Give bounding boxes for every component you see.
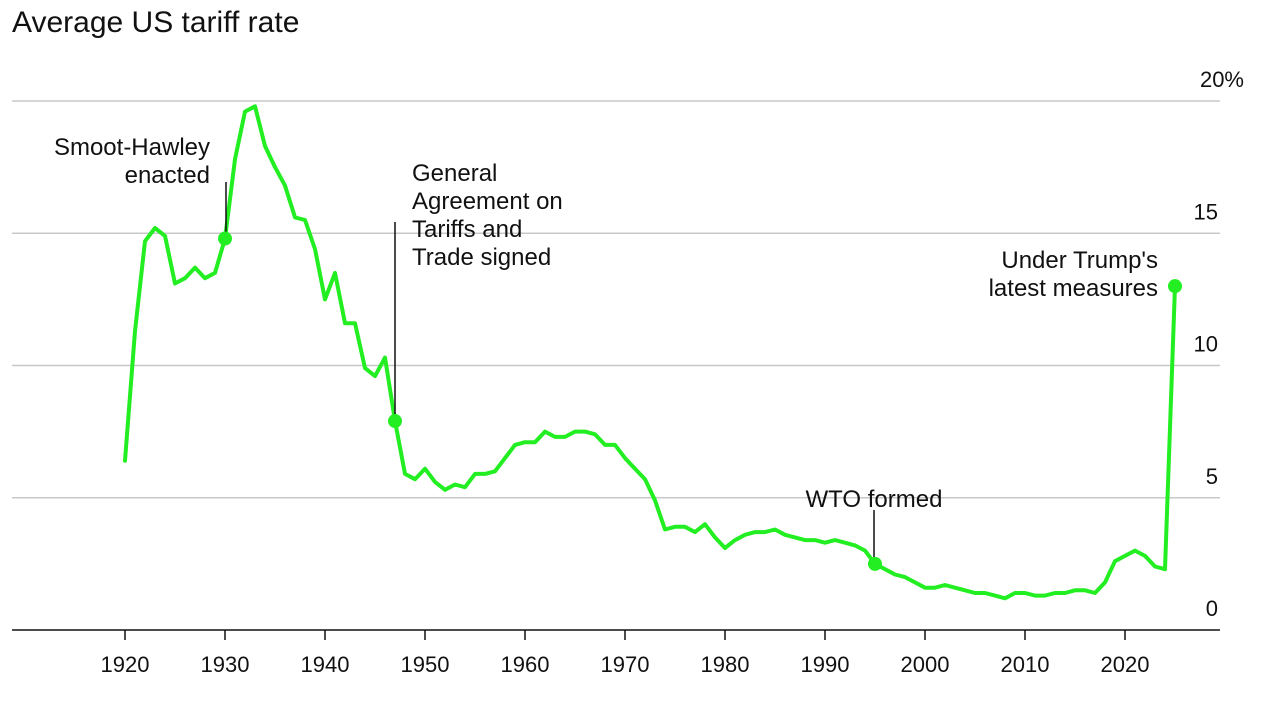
x-tick-label: 1990 [801,652,850,677]
x-tick-label: 1980 [701,652,750,677]
x-axis-ticks: 1920 1930 1940 1950 1960 1970 1980 1990 2000 2010… [101,630,1150,677]
x-tick-label: 2000 [901,652,950,677]
annotation-text: WTO formed [806,486,943,513]
annotation-text: Tariffs and [412,216,522,243]
x-tick-label: 2020 [1101,652,1150,677]
y-tick-label: 5 [1206,464,1218,489]
y-tick-label: 10 [1194,332,1218,357]
annotation-text: enacted [125,162,210,189]
x-tick-label: 1970 [601,652,650,677]
annotation-marker [388,414,402,429]
annotation-text: Smoot-Hawley [54,134,210,161]
x-tick-label: 1950 [401,652,450,677]
annotation-marker [218,231,232,246]
x-tick-label: 1930 [201,652,250,677]
tariff-rate-line [123,104,1177,601]
y-tick-label: 0 [1206,596,1218,621]
annotation-text: General [412,160,497,187]
x-tick-label: 2010 [1001,652,1050,677]
chart-title: Average US tariff rate [12,6,300,39]
annotation-text: Under Trump's [1001,247,1158,274]
annotation-text: Agreement on [412,188,563,215]
x-tick-label: 1960 [501,652,550,677]
annotation-marker [1168,279,1182,294]
series-layer [123,104,1177,601]
y-axis-ticks: 0 5 10 15 20% [1194,67,1244,621]
y-tick-label: 15 [1194,199,1218,224]
gridlines [12,100,1220,631]
x-tick-label: 1920 [101,652,150,677]
y-tick-label: 20% [1200,67,1244,92]
annotation-text: Trade signed [412,244,551,271]
annotation-marker [868,556,882,571]
x-tick-label: 1940 [301,652,350,677]
annotation-text: latest measures [989,275,1158,302]
